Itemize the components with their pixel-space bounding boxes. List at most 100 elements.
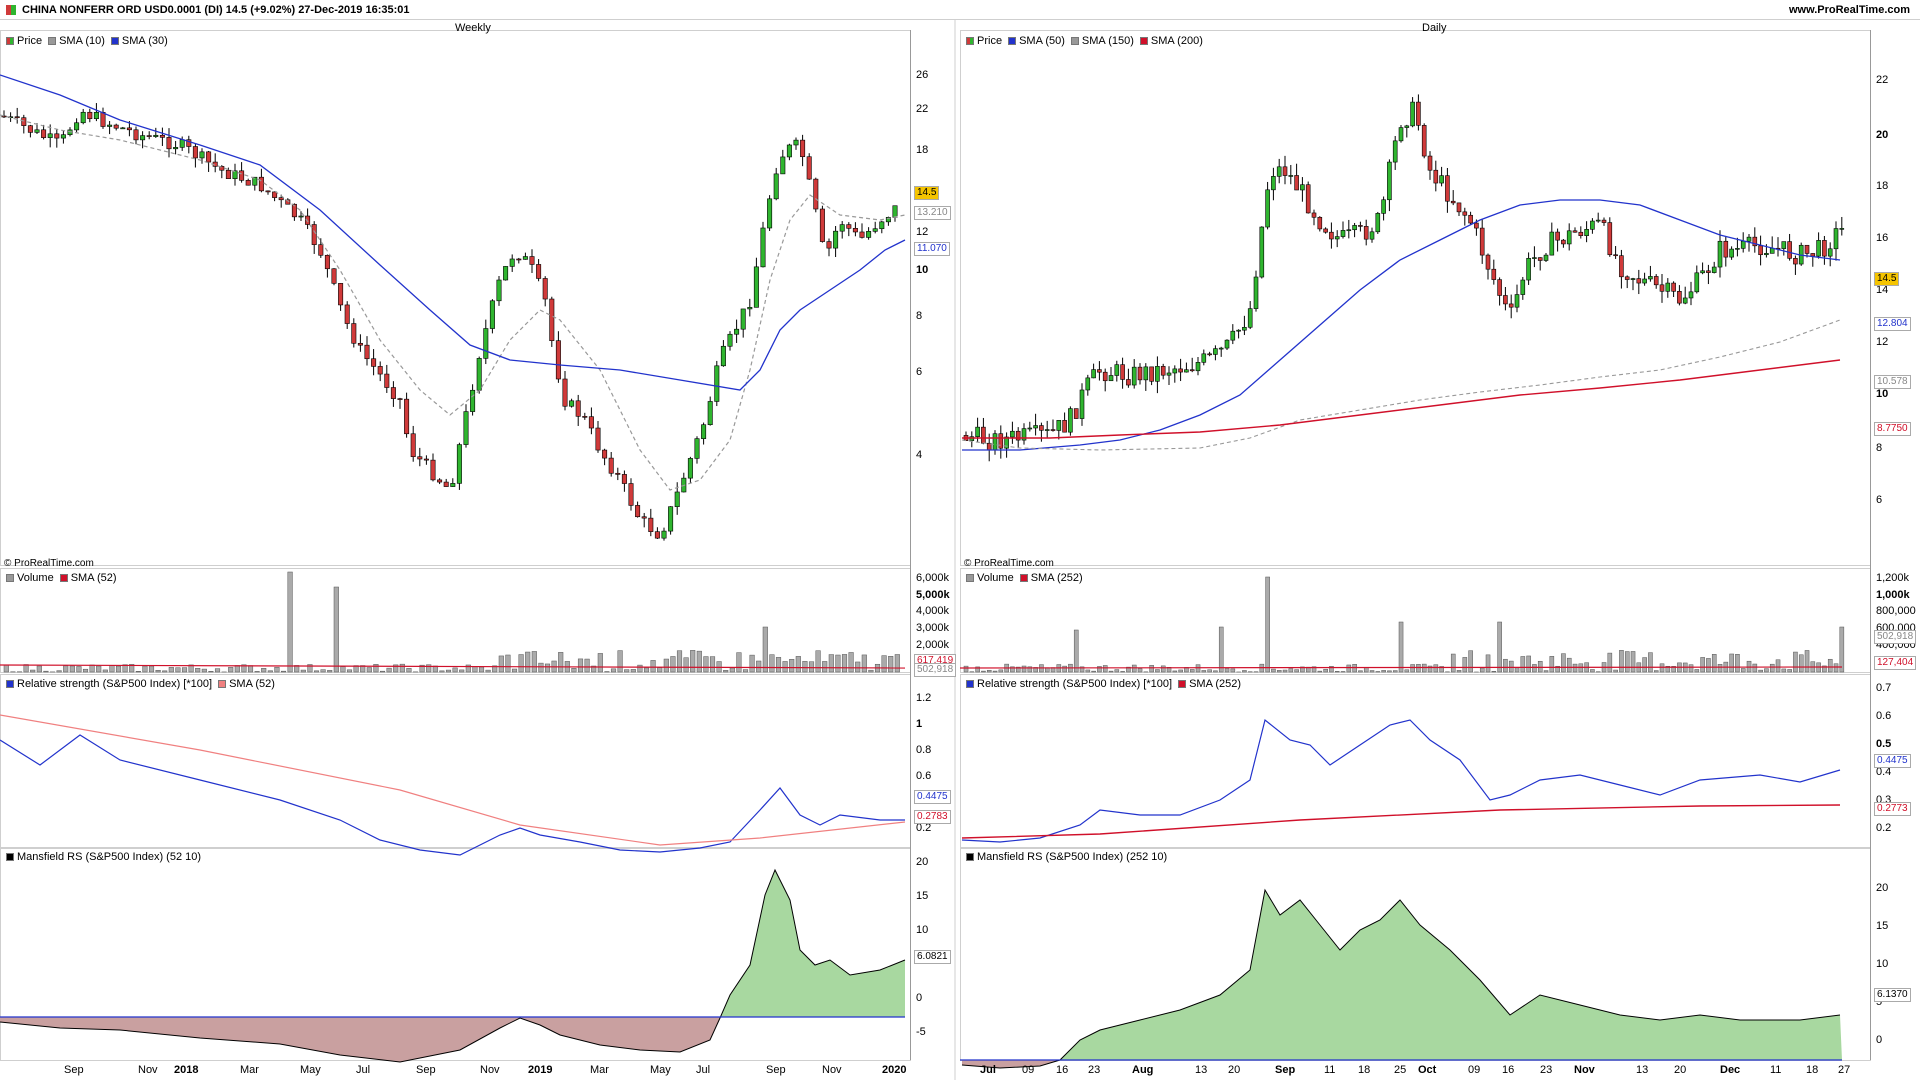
weekly-volume-bar [775,657,782,673]
daily-volume-bar [1456,670,1462,673]
daily-volume-bar [1793,651,1798,673]
daily-sma50-line [962,199,1841,451]
weekly-candle [582,416,588,418]
legend-sma150[interactable]: SMA (150) [1070,35,1134,47]
weekly-volume-bar [399,663,405,673]
weekly-volume-bar [366,667,372,673]
daily-candle [1416,101,1421,126]
daily-volume-bar [1450,653,1456,673]
daily-volume-bar [1752,663,1758,673]
legend-sma50[interactable]: SMA (50) [1008,35,1065,47]
legend-rs-sma[interactable]: SMA (252) [1178,678,1241,690]
weekly-candle [27,125,33,133]
weekly-watermark: © ProRealTime.com [4,558,94,569]
weekly-volume-bar [201,668,207,673]
weekly-mansfield-legend[interactable]: Mansfield RS (S&P500 Index) (52 10) [3,850,205,864]
y-axis-tick-label: 1,200k [1876,572,1910,584]
weekly-volume-legend[interactable]: Volume SMA (52) [3,571,120,585]
weekly-volume-bar [861,654,867,673]
daily-candle [1102,371,1108,382]
daily-candle [1711,266,1717,273]
daily-volume-bar [1073,629,1079,673]
weekly-volume-bar [610,668,617,673]
sma-swatch-icon [1139,37,1148,45]
daily-price-legend[interactable]: Price SMA (50) SMA (150) SMA (200) [963,34,1206,48]
daily-volume-bar [1514,667,1520,673]
volume-swatch-icon [966,574,974,582]
daily-candle [1462,211,1468,216]
y-axis-value-tag: 8.7750 [1874,422,1911,436]
weekly-candle [621,474,627,484]
daily-candle [1816,240,1821,257]
weekly-candle [727,333,733,347]
daily-volume-bar [1433,664,1439,673]
legend-sma200[interactable]: SMA (200) [1139,35,1203,47]
legend-sma30[interactable]: SMA (30) [110,35,168,47]
daily-volume-bar [1155,669,1160,673]
daily-volume-bar [1497,621,1502,673]
weekly-x-axis-label: Sep [766,1064,786,1076]
daily-candle [1543,254,1549,261]
weekly-candle [826,241,832,249]
daily-volume-legend[interactable]: Volume SMA (252) [963,571,1086,585]
weekly-volume-bar [558,652,564,673]
y-axis-tick-label: 14 [1876,284,1889,296]
daily-candle [1723,240,1729,258]
daily-volume-bar [1404,669,1410,673]
weekly-price-legend[interactable]: Price SMA (10) SMA (30) [3,34,171,48]
daily-candle [1207,353,1212,356]
daily-volume-bar [1392,670,1398,673]
weekly-volume-bar [630,669,636,673]
daily-volume-bar [1439,666,1444,673]
daily-volume-bar [1010,666,1015,673]
legend-rs[interactable]: Relative strength (S&P500 Index) [*100] [966,678,1172,690]
daily-candle [1352,225,1357,231]
legend-mansfield[interactable]: Mansfield RS (S&P500 Index) (52 10) [6,851,201,863]
weekly-candle [661,530,667,539]
daily-candle [1601,219,1607,223]
daily-candle [1050,429,1056,431]
legend-rs[interactable]: Relative strength (S&P500 Index) [*100] [6,678,212,690]
daily-candle [1317,216,1323,230]
y-axis-tick-label: 10 [1876,958,1889,970]
chart-area[interactable]: Weekly Daily Price SMA (10) SMA (30) Vol… [0,20,1920,1080]
daily-candle [1485,254,1491,270]
daily-candle [1375,213,1381,233]
legend-price[interactable]: Price [6,35,42,47]
daily-volume-bar [1462,657,1468,673]
daily-candle [1271,176,1276,191]
legend-volume-sma[interactable]: SMA (252) [1019,572,1083,584]
legend-volume[interactable]: Volume [966,572,1014,584]
daily-price-frame [960,30,1871,566]
daily-candle [1056,420,1062,431]
instrument-title: CHINA NONFERR ORD USD0.0001 (DI) 14.5 (+… [22,4,410,16]
weekly-volume-bar [129,664,135,673]
y-axis-tick-label: 10 [1876,388,1889,400]
daily-volume-bar [1630,651,1636,673]
daily-candle [1514,294,1520,308]
daily-volume-bar [1537,660,1543,673]
weekly-volume-bar [313,670,320,673]
y-axis-tick-label: 12 [1876,336,1889,348]
daily-mansfield-legend[interactable]: Mansfield RS (S&P500 Index) (252 10) [963,850,1171,864]
daily-candle [1120,364,1125,380]
weekly-volume-bar [115,665,122,673]
y-axis-tick-label: 8 [1876,442,1883,454]
y-axis-tick-label: 15 [1876,920,1889,932]
legend-price[interactable]: Price [966,35,1002,47]
legend-rs-sma[interactable]: SMA (52) [218,678,275,690]
daily-candle [1706,270,1711,273]
brand-link[interactable]: www.ProRealTime.com [1788,4,1910,16]
legend-volume[interactable]: Volume [6,572,54,584]
daily-volume-bar [1334,671,1340,673]
daily-rs-legend[interactable]: Relative strength (S&P500 Index) [*100] … [963,677,1245,691]
weekly-rs-legend[interactable]: Relative strength (S&P500 Index) [*100] … [3,677,278,691]
legend-sma10[interactable]: SMA (10) [48,35,105,47]
daily-candle [1456,202,1462,213]
daily-volume-bar [1549,656,1555,673]
legend-mansfield[interactable]: Mansfield RS (S&P500 Index) (252 10) [966,851,1167,863]
y-axis-tick-label: 5 [1876,996,1883,1008]
legend-volume-sma[interactable]: SMA (52) [59,572,117,584]
weekly-volume-bar [690,650,696,673]
charts-canvas[interactable] [0,20,1920,1080]
